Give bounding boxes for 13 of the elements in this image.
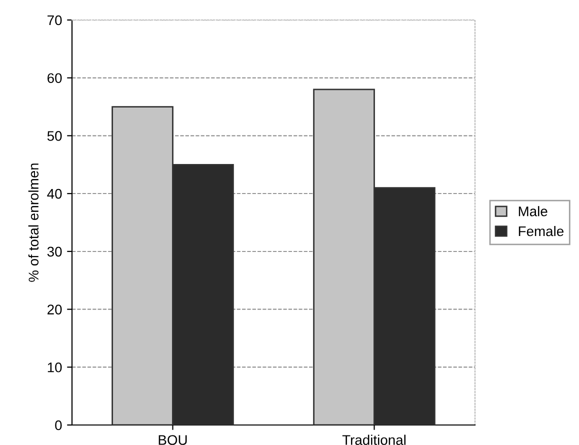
y-tick-label: 20 [48, 304, 62, 314]
y-tick-label: 60 [48, 73, 62, 84]
y-axis-title: % of total enrolmen [28, 164, 39, 282]
y-tick-label: 70 [48, 15, 62, 26]
x-tick-label: BOU [158, 435, 187, 445]
y-tick-label: 50 [47, 131, 62, 141]
y-tick-label: 0 [55, 420, 62, 430]
y-tick-label: 30 [47, 246, 62, 257]
legend-label: Male [518, 206, 548, 216]
x-tick-label: Traditional [342, 434, 406, 445]
legend-label: Female [518, 226, 564, 236]
y-tick-label: 40 [47, 188, 62, 199]
y-tick-label: 10 [48, 362, 62, 372]
